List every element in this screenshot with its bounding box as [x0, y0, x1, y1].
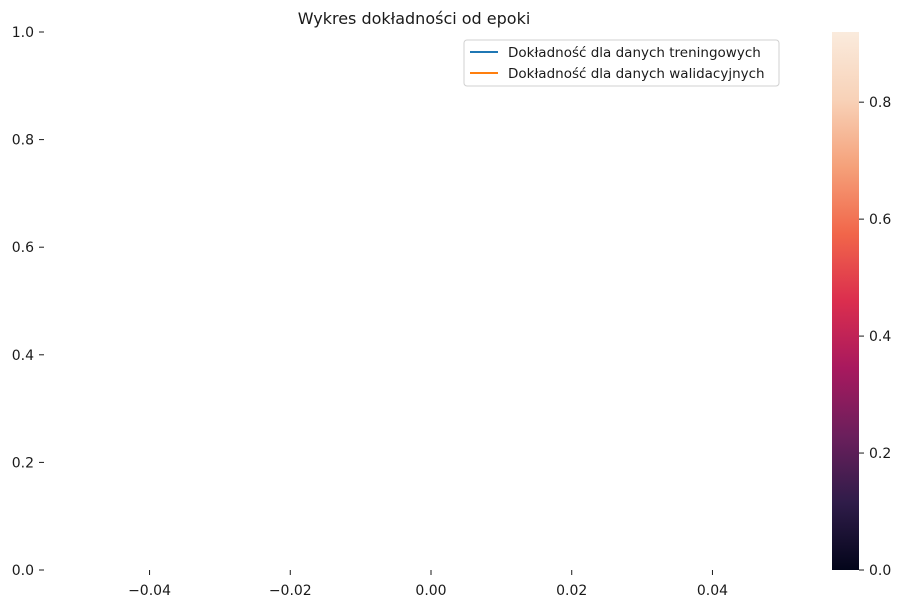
x-tick-label: −0.02	[269, 583, 312, 599]
colorbar-tick-label: 0.0	[869, 563, 891, 579]
colorbar: 0.0 0.2 0.4 0.6 0.8	[832, 32, 891, 579]
y-tick-label: 0.8	[12, 133, 34, 149]
y-axis-ticks: 0.0 0.2 0.4 0.6 0.8 1.0	[12, 25, 44, 579]
y-tick-label: 0.6	[12, 240, 34, 256]
x-tick-label: 0.04	[697, 583, 728, 599]
x-tick-label: 0.02	[556, 583, 587, 599]
colorbar-gradient	[832, 32, 859, 570]
colorbar-tick-label: 0.4	[869, 329, 891, 345]
x-tick-label: −0.04	[128, 583, 171, 599]
x-axis-ticks: −0.04 −0.02 0.00 0.02 0.04	[128, 570, 728, 599]
legend-label-validation: Dokładność dla danych walidacyjnych	[508, 66, 765, 82]
legend: Dokładność dla danych treningowych Dokła…	[463, 39, 780, 87]
colorbar-ticks: 0.0 0.2 0.4 0.6 0.8	[859, 95, 891, 579]
colorbar-tick-label: 0.2	[869, 446, 891, 462]
y-tick-label: 0.2	[12, 455, 34, 471]
chart-title: Wykres dokładności od epoki	[298, 9, 531, 28]
y-tick-label: 0.4	[12, 348, 34, 364]
y-tick-label: 1.0	[12, 25, 34, 41]
legend-label-training: Dokładność dla danych treningowych	[508, 45, 761, 61]
plot-area: −0.04 −0.02 0.00 0.02 0.04 0.0 0.2 0.4 0.6 0.8 1.…	[12, 25, 728, 599]
y-tick-label: 0.0	[12, 563, 34, 579]
colorbar-tick-label: 0.8	[869, 95, 891, 111]
x-tick-label: 0.00	[415, 583, 446, 599]
legend-frame	[463, 39, 780, 87]
colorbar-tick-label: 0.6	[869, 212, 891, 228]
